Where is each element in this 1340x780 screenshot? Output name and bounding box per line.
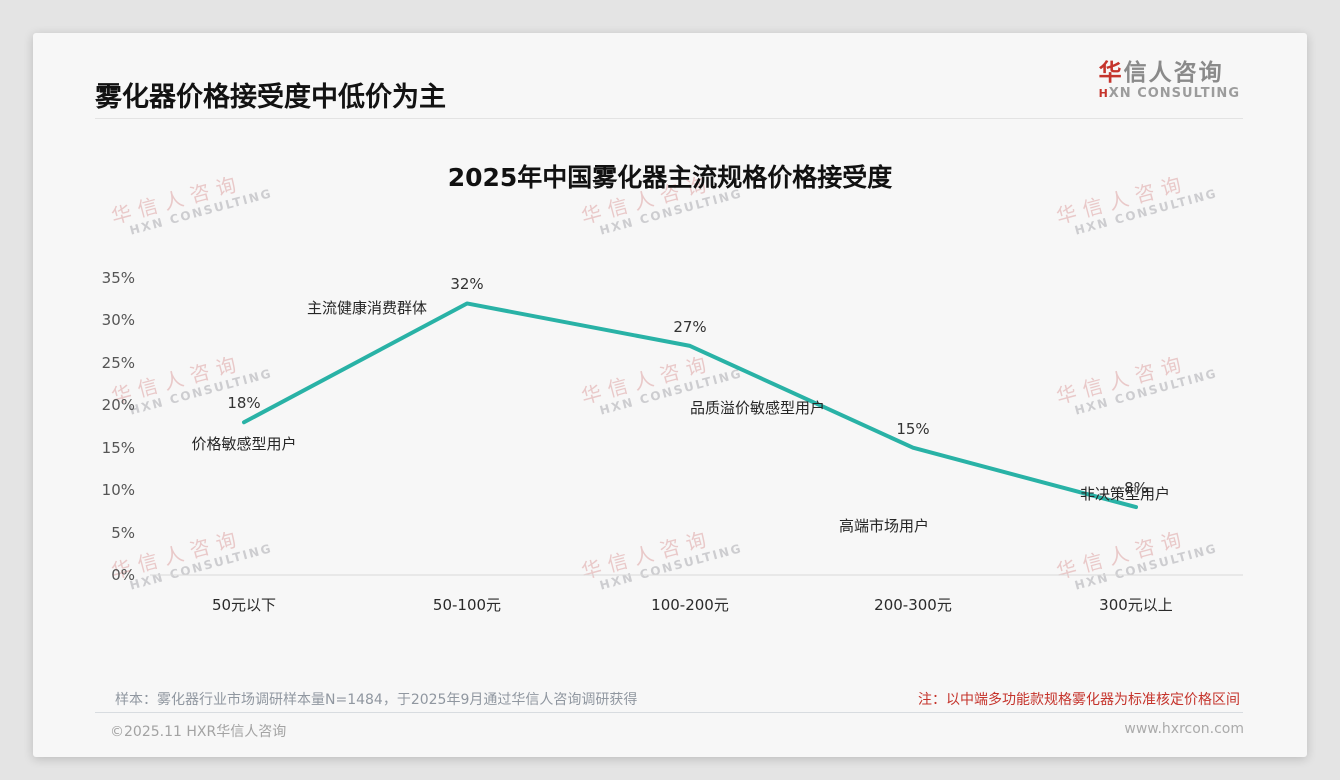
company-logo: 华信人咨询 HXN CONSULTING [1098,60,1240,102]
logo-cn-line: 华信人咨询 [1098,60,1240,86]
y-axis-tick-label: 25% [101,353,135,372]
segment-annotation: 非决策型用户 [1079,485,1170,503]
data-point-label: 15% [896,419,930,438]
line-chart: 35% 30% 25% 20% 15% 10% 5% 0% 18% 32% 27% 15% 8% 50元以… [33,33,1307,757]
data-point-label: 32% [450,275,484,294]
header-divider [95,118,1243,119]
y-axis-tick-label: 35% [101,269,135,287]
y-axis-tick-label: 15% [101,438,135,457]
chart-title: 2025年中国雾化器主流规格价格接受度 [447,163,893,192]
x-axis-category-label: 50-100元 [432,596,502,614]
copyright-text: ©2025.11 HXR华信人咨询 [110,724,287,740]
y-axis-tick-label: 30% [101,311,135,330]
plot-svg [150,301,1243,576]
y-axis-tick-label: 0% [111,566,135,584]
footer-divider [95,712,1243,713]
data-line [242,301,1138,510]
y-axis-tick-label: 10% [101,481,135,500]
x-axis-category-label: 100-200元 [651,596,729,614]
segment-annotation: 品质溢价敏感型用户 [690,399,826,417]
logo-cn-rest: 信人咨询 [1123,60,1224,86]
data-point-label: 8% [1124,479,1148,498]
segment-annotation: 主流健康消费群体 [306,299,427,317]
data-point-label: 27% [673,317,707,336]
data-point-label: 18% [227,394,261,413]
x-axis-category-label: 200-300元 [874,596,952,614]
y-axis-tick-label: 5% [111,523,135,542]
x-axis-category-label: 50元以下 [211,596,277,614]
price-note: 注：以中端多功能款规格雾化器为标准核定价格区间 [918,692,1240,708]
logo-en-accent: H [1098,87,1109,101]
y-axis-tick-label: 20% [101,396,135,415]
website-url: www.hxrcon.com [1124,721,1244,737]
segment-annotation: 高端市场用户 [838,517,930,535]
sample-note: 样本：雾化器行业市场调研样本量N=1484，于2025年9月通过华信人咨询调研获… [115,692,638,708]
x-axis-category-label: 300元以上 [1099,596,1173,614]
segment-annotation: 价格敏感型用户 [191,435,297,453]
logo-en-line: HXN CONSULTING [1099,87,1240,101]
slide-card: 雾化器价格接受度中低价为主 华信人咨询 HXN CONSULTING 2025年… [33,33,1307,757]
logo-en-rest: XN CONSULTING [1108,86,1240,102]
logo-cn-accent: 华 [1098,60,1124,86]
page-title: 雾化器价格接受度中低价为主 [95,82,446,113]
